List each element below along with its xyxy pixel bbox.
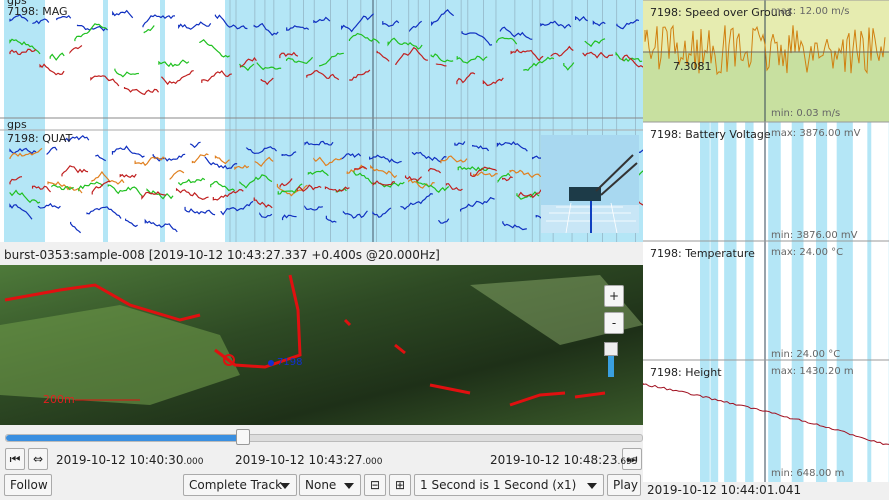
go-end[interactable]: ⏭: [622, 448, 642, 470]
zoom-out-time[interactable]: ⊟: [364, 474, 386, 496]
zoom-in[interactable]: +: [604, 285, 624, 307]
map[interactable]: [0, 265, 643, 425]
cursor-time: 2019-10-12 10:44:01.041: [647, 483, 802, 497]
panel-min: min: 3876.00 mV: [771, 230, 858, 241]
play-button[interactable]: Play: [607, 474, 641, 496]
panel-title: 7198: Speed over Ground: [650, 6, 792, 19]
panel-min: min: 24.00 °C: [771, 349, 841, 360]
band: [800, 122, 804, 482]
gap: [165, 0, 225, 242]
band: [846, 122, 853, 482]
speed-select[interactable]: 1 Second is 1 Second (x1): [414, 474, 604, 496]
band: [815, 122, 828, 482]
band: [710, 122, 719, 482]
plot-bg: [0, 0, 643, 242]
panel-area: [643, 0, 889, 482]
time-end: 2019-10-12 10:48:23.695: [490, 453, 638, 467]
panel-min: min: 0.03 m/s: [771, 108, 841, 119]
speed-trace: [644, 24, 886, 76]
map-marker-label: 7198: [277, 357, 303, 368]
map-scale: 200m: [43, 393, 75, 406]
track: [4, 274, 606, 407]
band: [700, 122, 710, 482]
panel-max: max: 12.00 m/s: [771, 6, 850, 17]
trace: [9, 23, 643, 78]
band: [791, 122, 803, 482]
gap: [0, 0, 4, 242]
panel-title: 7198: Battery Voltage: [650, 128, 771, 141]
panel-title: 7198: Temperature: [650, 247, 755, 260]
field: [0, 305, 240, 405]
panel-max: max: 24.00 °C: [771, 247, 844, 258]
follow-button[interactable]: Follow: [4, 474, 52, 496]
position: [223, 354, 235, 366]
band: [867, 122, 872, 482]
track-select[interactable]: Complete Track: [183, 474, 297, 496]
trace: [9, 45, 643, 96]
panel-title: 7198: Height: [650, 366, 722, 379]
time-ms: .000: [183, 457, 204, 467]
panel-labels: 7198: Speed over Ground max: 12.00 m/s min…: [643, 0, 889, 482]
zoom-handle[interactable]: [604, 342, 618, 356]
zoom-in-time[interactable]: ⊞: [389, 474, 411, 496]
plot-title: 7198: MAG: [7, 5, 68, 18]
time-ms: .000: [362, 457, 383, 467]
zoom-out[interactable]: -: [604, 312, 624, 334]
slider-handle[interactable]: [236, 429, 250, 445]
band: [745, 122, 754, 482]
3d-view: [541, 135, 639, 233]
height-trace: [643, 383, 889, 445]
time-ms: .695: [617, 457, 638, 467]
band: [724, 122, 737, 482]
fit[interactable]: ⇔: [28, 448, 48, 470]
band: [768, 122, 781, 482]
go-start[interactable]: ⏮: [5, 448, 25, 470]
plot-group: gps: [7, 0, 27, 7]
time-current: 2019-10-12 10:43:27.000: [235, 453, 383, 467]
time-main: 2019-10-12 10:48:23: [490, 453, 618, 467]
panel-value: 7.3081: [673, 60, 712, 73]
plot-group: gps: [7, 118, 27, 131]
plot-area: [0, 0, 643, 242]
none-select[interactable]: None: [299, 474, 361, 496]
trace: [9, 9, 640, 46]
panel-min: min: 648.00 m: [771, 468, 845, 479]
panel-max: max: 3876.00 mV: [771, 128, 861, 139]
time-slider[interactable]: [5, 434, 643, 442]
time-start: 2019-10-12 10:40:30.000: [56, 453, 204, 467]
status-line: burst-0353:sample-008 [2019-10-12 10:43:…: [4, 248, 440, 262]
field: [470, 275, 643, 345]
panel-max: max: 1430.20 m: [771, 366, 854, 377]
time-main: 2019-10-12 10:43:27: [235, 453, 363, 467]
marker: [268, 360, 274, 366]
plot-title: 7198: QUAT: [7, 132, 73, 145]
gap: [45, 0, 103, 242]
zoom-slider[interactable]: [608, 345, 614, 377]
time-main: 2019-10-12 10:40:30: [56, 453, 184, 467]
gap: [108, 0, 160, 242]
